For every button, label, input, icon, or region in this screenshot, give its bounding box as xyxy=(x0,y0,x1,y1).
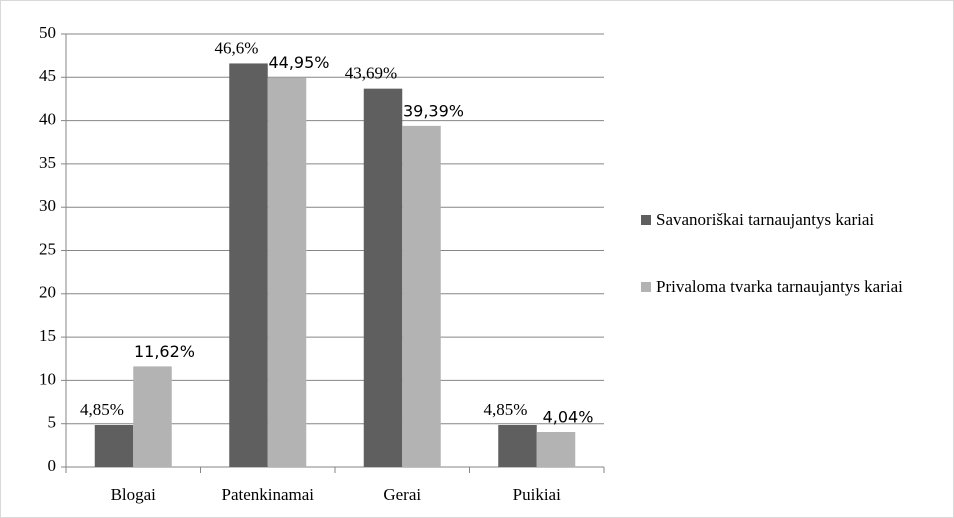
value-label: 44,95% xyxy=(268,53,329,72)
bar xyxy=(498,424,537,467)
legend-swatch xyxy=(641,215,651,225)
bar xyxy=(536,432,576,467)
legend-item: Savanoriškai tarnaujantys kariai xyxy=(641,210,941,230)
bar xyxy=(402,125,441,467)
legend-item: Privaloma tvarka tarnaujantys kariai xyxy=(641,277,941,297)
y-tick-label: 25 xyxy=(39,239,56,258)
value-label: 4,85% xyxy=(484,400,528,419)
x-tick-label: Gerai xyxy=(383,485,421,504)
y-tick-label: 45 xyxy=(39,66,56,85)
bar xyxy=(133,366,172,467)
y-tick-label: 15 xyxy=(39,326,56,345)
value-label: 43,69% xyxy=(345,64,397,83)
y-tick-label: 20 xyxy=(39,283,56,302)
value-label: 11,62% xyxy=(134,342,195,361)
legend-swatch xyxy=(641,282,651,292)
value-label: 4,04% xyxy=(543,408,594,427)
y-tick-label: 30 xyxy=(39,196,56,215)
bar xyxy=(363,88,403,468)
x-tick-label: Puikiai xyxy=(513,485,561,504)
y-tick-label: 35 xyxy=(39,153,56,172)
legend-label: Privaloma tvarka tarnaujantys kariai xyxy=(656,277,903,296)
y-tick-label: 5 xyxy=(48,413,57,432)
legend-label: Savanoriškai tarnaujantys kariai xyxy=(656,210,875,229)
value-label: 46,6% xyxy=(215,38,259,57)
y-tick-label: 50 xyxy=(39,23,56,42)
x-tick-label: Patenkinamai xyxy=(221,485,314,504)
bar xyxy=(267,77,307,467)
value-label: 39,39% xyxy=(403,101,464,120)
x-tick-label: Blogai xyxy=(111,485,157,504)
bar xyxy=(229,63,268,467)
y-tick-label: 40 xyxy=(39,110,56,129)
bar xyxy=(94,424,134,467)
y-tick-label: 10 xyxy=(39,369,56,388)
value-label: 4,85% xyxy=(80,400,124,419)
y-tick-label: 0 xyxy=(48,456,57,475)
